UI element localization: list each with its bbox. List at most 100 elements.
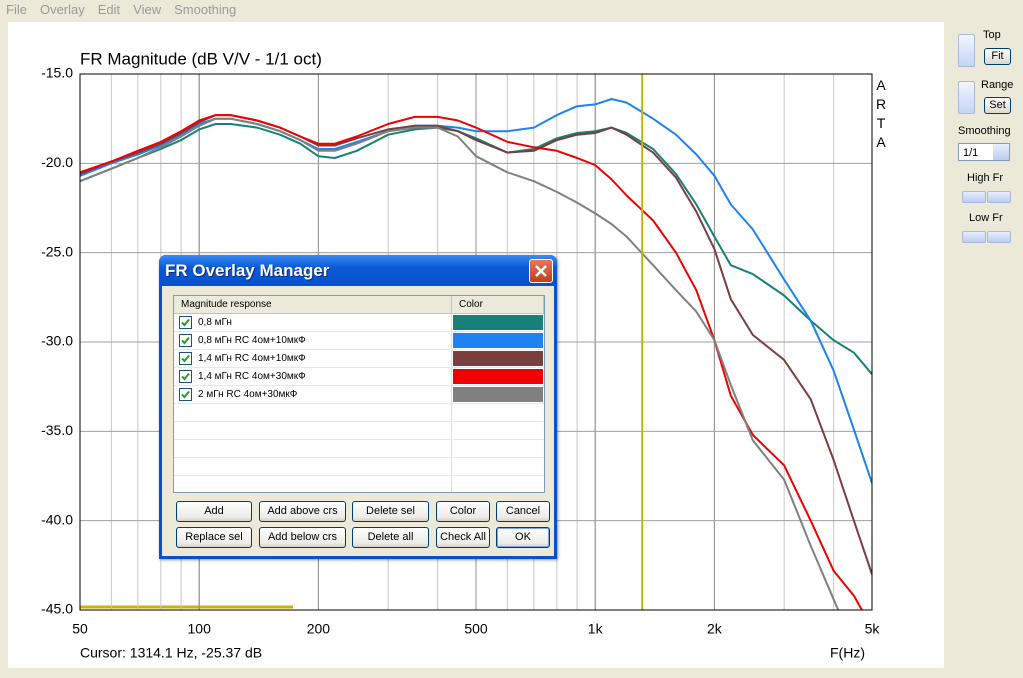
legend-entry: 1,4 мГн RC 4ом+30мкФ <box>198 371 306 382</box>
range-spin[interactable] <box>958 81 975 114</box>
menu-item[interactable]: Edit <box>97 2 121 17</box>
low-fr-label: Low Fr <box>969 212 1003 224</box>
list-row: 1,4 мГн RC 4ом+10мкФ <box>174 350 544 368</box>
color-swatch <box>453 387 543 402</box>
dialog-button[interactable]: Delete all <box>352 527 429 548</box>
list-row <box>174 404 544 422</box>
smoothing-value: 1/1 <box>963 147 979 159</box>
color-swatch <box>453 315 543 330</box>
dialog-title: FR Overlay Manager <box>165 261 330 280</box>
color-swatch <box>453 351 543 366</box>
checkbox[interactable] <box>179 370 192 383</box>
dialog-button[interactable]: Color <box>436 501 490 522</box>
legend-entry: 2 мГн RC 4ом+30мкФ <box>198 389 298 400</box>
overlay-list: Magnitude response Color 0,8 мГн 0,8 мГн … <box>173 295 545 493</box>
dialog-button[interactable]: Add above crs <box>259 501 346 522</box>
x-tick-label: 5k <box>865 621 881 637</box>
name-cell <box>174 404 452 421</box>
plot-frame <box>79 73 873 611</box>
list-row <box>174 422 544 440</box>
smoothing-label: Smoothing <box>958 125 1011 137</box>
low-fr-arrows[interactable] <box>962 231 1011 243</box>
menu-bar: File Overlay Edit View Smoothing <box>6 2 236 17</box>
name-cell <box>174 440 452 457</box>
color-cell <box>452 350 544 367</box>
color-cell <box>452 440 544 457</box>
x-tick-label: 50 <box>72 621 88 637</box>
x-tick-label: 200 <box>307 621 331 637</box>
color-cell <box>452 458 544 475</box>
color-swatch <box>453 369 543 384</box>
dialog-button[interactable]: Replace sel <box>176 527 252 548</box>
y-tick-label: -15.0 <box>41 65 73 81</box>
list-row: 2 мГн RC 4ом+30мкФ <box>174 386 544 404</box>
list-row <box>174 476 544 492</box>
name-cell: 0,8 мГн RC 4ом+10мкФ <box>174 332 452 349</box>
dialog-title-bar: FR Overlay Manager <box>159 255 557 286</box>
name-cell <box>174 476 452 492</box>
column-header: Color <box>452 296 544 313</box>
high-fr-arrows[interactable] <box>962 191 1011 203</box>
fit-button[interactable]: Fit <box>984 48 1011 65</box>
name-cell: 2 мГн RC 4ом+30мкФ <box>174 386 452 403</box>
color-cell <box>452 368 544 385</box>
menu-item[interactable]: File <box>6 2 27 17</box>
checkbox[interactable] <box>179 352 192 365</box>
y-tick-label: -25.0 <box>41 243 73 259</box>
dialog-button[interactable]: Cancel <box>496 501 550 522</box>
legend-entry: 0,8 мГн RC 4ом+10мкФ <box>198 335 306 346</box>
checkbox[interactable] <box>179 316 192 329</box>
color-swatch <box>453 333 543 348</box>
column-header: Magnitude response <box>174 296 452 313</box>
color-cell <box>452 404 544 421</box>
list-row: 0,8 мГн RC 4ом+10мкФ <box>174 332 544 350</box>
y-tick-label: -30.0 <box>41 333 73 349</box>
menu-item[interactable]: View <box>133 2 162 17</box>
name-cell: 1,4 мГн RC 4ом+30мкФ <box>174 368 452 385</box>
watermark: ARTA <box>875 77 887 150</box>
overlay-manager-dialog: FR Overlay Manager Magnitude response Co… <box>159 255 557 559</box>
x-tick-label: 100 <box>188 621 212 637</box>
x-tick-label: 500 <box>464 621 488 637</box>
menu-item[interactable]: Overlay <box>39 2 85 17</box>
chart-title: FR Magnitude (dB V/V - 1/1 oct) <box>80 49 322 68</box>
series-line <box>80 123 872 375</box>
dialog-button[interactable]: OK <box>496 527 550 548</box>
name-cell: 0,8 мГн <box>174 314 452 331</box>
list-row <box>174 458 544 476</box>
top-spin[interactable] <box>958 34 975 67</box>
color-cell <box>452 476 544 492</box>
smoothing-select[interactable]: 1/1 <box>958 143 1010 161</box>
dialog-button[interactable]: Check All <box>436 527 490 548</box>
name-cell <box>174 422 452 439</box>
x-tick-label: 2k <box>707 621 723 637</box>
y-tick-label: -40.0 <box>41 511 73 527</box>
list-row: 1,4 мГн RC 4ом+30мкФ <box>174 368 544 386</box>
dialog-body: Magnitude response Color 0,8 мГн 0,8 мГн … <box>162 286 554 556</box>
top-label: Top <box>983 29 1001 41</box>
menu-item[interactable]: Smoothing <box>174 2 237 17</box>
list-row: 0,8 мГн <box>174 314 544 332</box>
checkbox[interactable] <box>179 388 192 401</box>
list-row <box>174 440 544 458</box>
dialog-button[interactable]: Delete sel <box>352 501 429 522</box>
set-button[interactable]: Set <box>984 97 1011 114</box>
legend-entry: 1,4 мГн RC 4ом+10мкФ <box>198 353 306 364</box>
close-button[interactable] <box>529 259 553 283</box>
checkbox[interactable] <box>179 334 192 347</box>
name-cell: 1,4 мГн RC 4ом+10мкФ <box>174 350 452 367</box>
range-label: Range <box>981 79 1014 91</box>
color-cell <box>452 314 544 331</box>
series-line <box>80 114 864 610</box>
color-cell <box>452 386 544 403</box>
cursor-readout: Cursor: 1314.1 Hz, -25.37 dB <box>80 645 262 661</box>
high-fr-label: High Fr <box>967 172 1004 184</box>
y-tick-label: -35.0 <box>41 422 73 438</box>
color-cell <box>452 332 544 349</box>
color-cell <box>452 422 544 439</box>
x-axis-label: F(Hz) <box>830 645 865 661</box>
legend-entry: 0,8 мГн <box>198 317 232 328</box>
dialog-button[interactable]: Add below crs <box>259 527 346 548</box>
dialog-button[interactable]: Add <box>176 501 252 522</box>
list-header: Magnitude response Color <box>174 296 544 314</box>
